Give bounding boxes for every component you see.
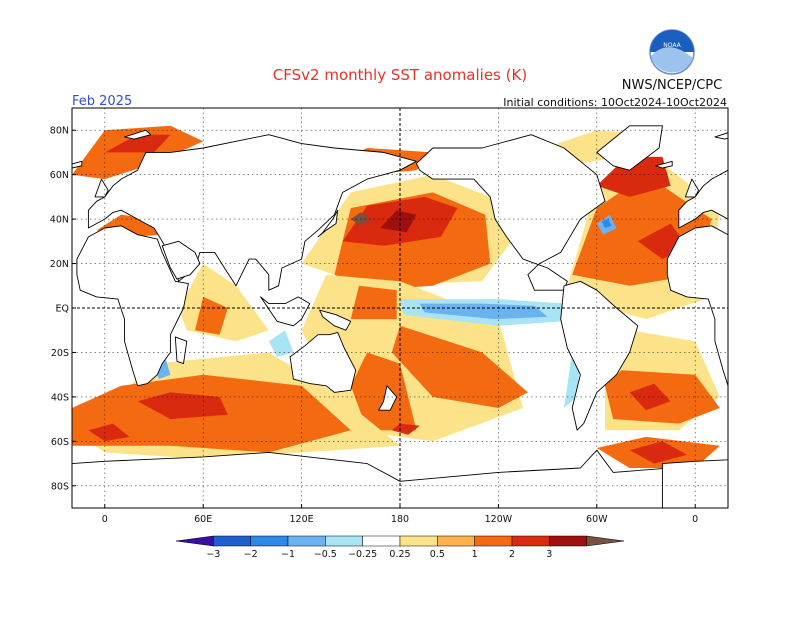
anomaly-region-19 [596, 156, 671, 197]
colorbar-label: 0.5 [430, 549, 445, 560]
land-uk [94, 178, 109, 198]
colorbar-label: 1 [472, 549, 478, 560]
colorbar-label: 2 [509, 549, 515, 560]
land-antarctica [72, 449, 728, 508]
colorbar-arrow-high [586, 535, 625, 547]
agency-label: NWS/NCEP/CPC [622, 78, 722, 93]
land-svalbard-wrap [714, 132, 728, 140]
land-greenland [596, 125, 663, 171]
anomaly-region-22 [601, 219, 612, 228]
anomaly-region-36 [268, 330, 294, 357]
land-svalbard [124, 129, 152, 140]
land-iceland [72, 160, 83, 169]
lon-tick-label: 60E [194, 514, 212, 525]
land-new-zealand [378, 385, 398, 411]
lon-tick-label: 180 [391, 514, 409, 525]
anomaly-region-9 [391, 423, 420, 435]
anomaly-region-7 [391, 325, 528, 408]
colorbar-segment [213, 535, 251, 547]
colorbar-label: −1 [281, 549, 295, 560]
land-mask [72, 125, 728, 508]
colorbar-segment [437, 535, 475, 547]
initial-conditions-label: Initial conditions: 10Oct2024-10Oct2024 [503, 96, 727, 109]
colorbar-label: −3 [206, 549, 220, 560]
colorbar-label: 0.25 [389, 549, 410, 560]
valid-month-label: Feb 2025 [72, 94, 132, 109]
anomaly-region-29 [104, 134, 171, 153]
lon-tick-label: 120E [290, 514, 314, 525]
lat-tick-label: EQ [56, 304, 69, 315]
land-antarctica-wrap [661, 459, 728, 508]
sst-map: 80N 60N 40N 20N EQ 20S 40S 60S 80S 0 60E 120E 180 12… [50, 107, 729, 525]
colorbar-segment [399, 535, 438, 547]
land-uk-wrap [684, 178, 699, 198]
colorbar-segment [549, 535, 587, 547]
anomaly-region-27 [629, 441, 687, 464]
land-iceland-wrap [655, 160, 673, 169]
lat-tick-label: 20N [50, 259, 69, 270]
colorbar-segment [474, 535, 513, 547]
lat-tick-label: 60N [50, 170, 69, 181]
lon-tick-label: 120W [485, 514, 513, 525]
land-indonesia [260, 296, 311, 327]
land-arabia [161, 240, 201, 280]
colorbar-segment [362, 535, 401, 547]
anomaly-region-15 [137, 392, 228, 420]
land-australia [289, 331, 357, 393]
lat-tick-label: 40S [51, 392, 69, 403]
anomaly-region-3 [380, 210, 417, 233]
land-eurasia-wrap [678, 169, 728, 229]
anomaly-region-16 [88, 423, 130, 442]
land-madagascar [174, 336, 188, 365]
colorbar-label: 3 [546, 549, 552, 560]
land-japan [317, 209, 339, 238]
anomaly-region-6 [350, 285, 397, 320]
colorbar-segment [287, 535, 326, 547]
figure-title: CFSv2 monthly SST anomalies (K) [273, 66, 527, 84]
colorbar-segment [325, 535, 363, 547]
colorbar-label: −2 [244, 549, 258, 560]
anomaly-region-25 [629, 383, 671, 411]
lat-tick-label: 20S [51, 348, 69, 359]
lon-tick-label: 0 [692, 514, 698, 525]
anomaly-region-28 [72, 125, 204, 180]
lat-tick-label: 60S [51, 437, 69, 448]
lat-tick-label: 80N [50, 126, 69, 137]
colorbar-segment [511, 535, 550, 547]
lat-tick-label: 40N [50, 215, 69, 226]
land-africa-wrap [666, 225, 728, 387]
logo-text: NOAA [663, 42, 681, 49]
lat-tick-label: 80S [51, 481, 69, 492]
lat-axis: 80N 60N 40N 20N EQ 20S 40S 60S 80S [50, 126, 76, 492]
lon-axis: 0 60E 120E 180 120W 60W 0 [102, 504, 698, 525]
colorbar-label: −0.5 [314, 549, 337, 560]
lon-tick-label: 0 [102, 514, 108, 525]
colorbar-segment [250, 535, 289, 547]
colorbar-arrow-low [175, 535, 214, 547]
lon-tick-label: 60W [586, 514, 608, 525]
land-north-america [415, 134, 606, 291]
anomaly-region-11 [419, 303, 548, 320]
noaa-logo: NOAA [649, 29, 695, 75]
colorbar-label: −0.25 [348, 549, 377, 560]
map-grid [72, 108, 728, 508]
colorbar: −3 −2 −1 −0.5 −0.25 0.25 0.5 1 2 3 [175, 535, 625, 560]
land-new-guinea [319, 309, 352, 331]
